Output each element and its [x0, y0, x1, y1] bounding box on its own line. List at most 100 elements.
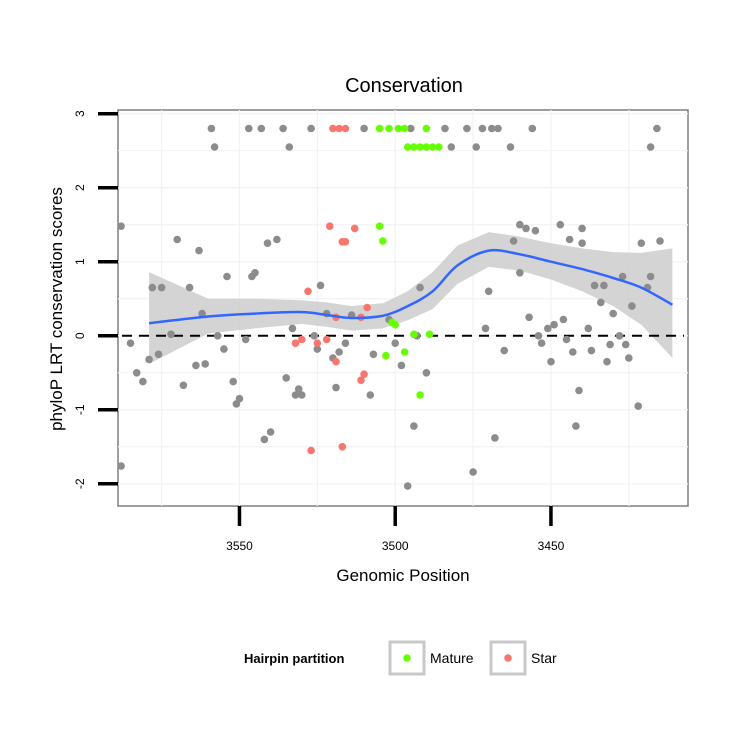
point-other [397, 361, 406, 370]
point-star [326, 222, 334, 230]
point-mature [403, 143, 412, 151]
point-other [481, 324, 490, 333]
point-other [410, 422, 418, 430]
point-other [403, 482, 412, 490]
chart-title: Conservation [345, 75, 463, 97]
point-other [447, 143, 456, 151]
point-star [329, 124, 337, 133]
point-other [235, 394, 244, 403]
data-points [117, 124, 664, 490]
point-other [279, 124, 287, 133]
point-other [484, 287, 493, 296]
point-other [335, 348, 343, 356]
point-mature [400, 348, 409, 356]
point-other [637, 239, 646, 247]
point-other [266, 428, 275, 436]
point-other [229, 377, 237, 386]
point-other [173, 235, 181, 244]
point-mature [416, 143, 424, 151]
point-star [350, 224, 359, 233]
y-tick-label: -1 [73, 404, 87, 415]
point-mature [385, 124, 393, 133]
point-other [441, 124, 449, 133]
point-other [569, 348, 577, 356]
point-other [646, 143, 655, 151]
point-other [154, 350, 163, 359]
point-other [653, 124, 661, 133]
legend: Hairpin partition Mature Star [244, 640, 557, 676]
point-other [179, 381, 188, 390]
point-star [335, 124, 343, 133]
point-other [192, 361, 200, 370]
point-other [537, 339, 546, 348]
legend-star-marker [504, 654, 512, 662]
point-other [288, 324, 297, 333]
y-tick-label: -2 [73, 478, 87, 489]
point-other [488, 124, 496, 133]
point-other [310, 332, 319, 340]
point-other [606, 340, 614, 349]
point-other [575, 386, 583, 395]
legend-label-star: Star [531, 650, 557, 666]
point-other [117, 222, 125, 230]
point-other [587, 346, 596, 355]
point-other [332, 383, 340, 392]
point-mature [435, 143, 443, 151]
point-other [472, 143, 481, 151]
point-mature [425, 330, 434, 339]
x-axis-title: Genomic Position [336, 566, 469, 585]
y-tick-label: 2 [73, 184, 87, 191]
point-mature [391, 320, 400, 329]
point-mature [410, 143, 418, 151]
point-other [207, 124, 216, 133]
point-other [366, 391, 375, 399]
point-other [298, 391, 306, 399]
point-other [600, 281, 608, 290]
point-other [550, 320, 558, 329]
point-other [282, 374, 291, 382]
y-tick-label: 0 [73, 332, 87, 339]
point-other [195, 246, 203, 255]
point-other [294, 385, 303, 393]
point-other [307, 124, 315, 133]
point-other [157, 283, 166, 292]
point-other [220, 345, 228, 353]
legend-title: Hairpin partition [244, 651, 344, 666]
point-other [260, 435, 269, 444]
point-other [285, 143, 294, 151]
point-other [516, 220, 524, 229]
y-axis-title: phyloP LRT conservation scores [47, 187, 66, 431]
point-mature [400, 124, 409, 133]
point-other [597, 298, 605, 307]
point-other [494, 124, 502, 133]
point-other [590, 281, 599, 290]
point-other [609, 309, 617, 318]
point-other [500, 346, 509, 355]
point-other [416, 283, 424, 292]
point-other [534, 332, 543, 340]
point-star [322, 335, 331, 344]
point-other [562, 335, 571, 344]
confidence-ribbon [149, 232, 673, 364]
point-mature [379, 237, 387, 245]
point-mature [422, 143, 431, 151]
point-other [618, 272, 627, 281]
smooth-trend-line [148, 248, 674, 325]
point-other [463, 124, 471, 133]
point-other [167, 330, 175, 339]
point-other [117, 462, 125, 470]
point-mature [410, 330, 418, 339]
point-other [656, 237, 664, 245]
point-other [559, 315, 568, 324]
point-other [341, 339, 350, 348]
point-star [363, 303, 372, 312]
legend-mature-marker [403, 654, 411, 662]
point-other [491, 434, 499, 442]
point-other [145, 355, 153, 364]
point-other [565, 235, 574, 244]
point-other [407, 124, 415, 133]
point-other [628, 302, 636, 310]
point-other [531, 226, 540, 235]
point-other [263, 239, 272, 247]
